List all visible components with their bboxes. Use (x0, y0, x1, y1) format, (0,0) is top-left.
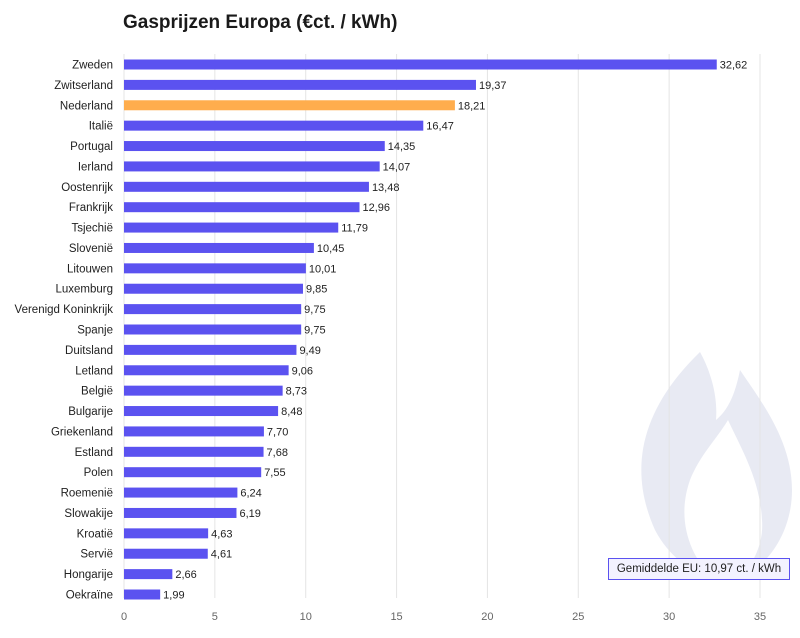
value-label: 32,62 (720, 60, 748, 72)
value-label: 11,79 (341, 223, 368, 235)
value-label: 4,61 (211, 549, 232, 561)
bar-hongarije (124, 569, 173, 580)
bar-bulgarije (124, 406, 279, 417)
value-label: 9,75 (304, 304, 325, 316)
value-label: 10,01 (309, 263, 337, 275)
category-label: Kroatië (77, 528, 113, 540)
category-label: Polen (84, 467, 113, 479)
value-label: 9,49 (299, 345, 320, 357)
category-label: Servië (80, 549, 113, 561)
category-label: Hongarije (64, 569, 113, 581)
value-label: 7,70 (267, 426, 288, 438)
bar-portugal (124, 141, 385, 152)
bar-oostenrijk (124, 181, 369, 192)
value-label: 12,96 (363, 202, 391, 214)
value-label: 6,24 (240, 488, 261, 500)
bar-servië (124, 548, 208, 559)
bar-litouwen (124, 263, 306, 274)
value-label: 13,48 (372, 182, 400, 194)
bar-verenigd-koninkrijk (124, 304, 302, 315)
bar-zweden (124, 59, 717, 70)
bar-slowakije (124, 507, 237, 518)
category-label: Griekenland (51, 426, 113, 438)
category-label: Italië (89, 121, 113, 133)
bar-slovenië (124, 242, 314, 253)
x-tick-label: 15 (390, 611, 402, 623)
bar-belgië (124, 385, 283, 396)
category-label: België (81, 386, 113, 398)
bar-ierland (124, 161, 380, 172)
bar-oekraïne (124, 589, 161, 600)
chart-title: Gasprijzen Europa (€ct. / kWh) (123, 12, 398, 33)
value-label: 9,85 (306, 284, 327, 296)
category-label: Frankrijk (69, 202, 113, 214)
value-label: 18,21 (458, 100, 486, 112)
category-label: Slowakije (64, 508, 113, 520)
category-label: Tsjechië (71, 223, 113, 235)
value-label: 6,19 (239, 508, 260, 520)
category-label: Bulgarije (68, 406, 113, 418)
value-label: 19,37 (479, 80, 507, 92)
x-tick-label: 25 (572, 611, 584, 623)
x-tick-label: 35 (754, 611, 766, 623)
value-label: 7,68 (267, 447, 288, 459)
value-label: 14,07 (383, 161, 411, 173)
category-label: Letland (75, 365, 113, 377)
bar-italië (124, 120, 424, 131)
category-label: Ierland (78, 161, 113, 173)
bar-estland (124, 446, 264, 457)
bars (124, 59, 717, 600)
category-label: Zweden (72, 60, 113, 72)
bar-duitsland (124, 344, 297, 355)
category-label: Estland (75, 447, 113, 459)
category-label: Luxemburg (55, 284, 113, 296)
bar-griekenland (124, 426, 264, 437)
category-label: Duitsland (65, 345, 113, 357)
x-axis: 0 5 10 15 20 25 30 35 (121, 611, 766, 623)
value-label: 8,73 (286, 386, 307, 398)
x-tick-label: 5 (212, 611, 218, 623)
labels: Zweden 32,62 Zwitserland 19,37 Nederland 18,2… (15, 60, 748, 602)
value-label: 2,66 (175, 569, 196, 581)
bar-polen (124, 467, 262, 478)
category-label: Roemenië (61, 488, 113, 500)
value-label: 9,06 (292, 365, 313, 377)
value-label: 8,48 (281, 406, 302, 418)
bar-frankrijk (124, 202, 360, 213)
eu-average-annotation: Gemiddelde EU: 10,97 ct. / kWh (608, 558, 790, 580)
category-label: Nederland (60, 100, 113, 112)
value-label: 9,75 (304, 325, 325, 337)
x-tick-label: 30 (663, 611, 675, 623)
bar-spanje (124, 324, 302, 335)
x-tick-label: 20 (481, 611, 493, 623)
category-label: Slovenië (69, 243, 113, 255)
bar-luxemburg (124, 283, 303, 294)
bar-roemenië (124, 487, 238, 498)
category-label: Litouwen (67, 263, 113, 275)
flame-icon (641, 352, 792, 578)
value-label: 7,55 (264, 467, 285, 479)
x-tick-label: 10 (300, 611, 312, 623)
bar-nederland (124, 100, 455, 111)
category-label: Oekraïne (66, 590, 113, 602)
category-label: Spanje (77, 325, 113, 337)
category-label: Zwitserland (54, 80, 113, 92)
value-label: 4,63 (211, 528, 232, 540)
x-tick-label: 0 (121, 611, 127, 623)
value-label: 14,35 (388, 141, 416, 153)
value-label: 10,45 (317, 243, 345, 255)
value-label: 16,47 (426, 121, 454, 133)
bar-kroatië (124, 528, 209, 539)
category-label: Verenigd Koninkrijk (15, 304, 114, 316)
category-label: Oostenrijk (61, 182, 113, 194)
bar-letland (124, 365, 289, 376)
bar-zwitserland (124, 79, 476, 90)
category-label: Portugal (70, 141, 113, 153)
value-label: 1,99 (163, 590, 184, 602)
bar-tsjechië (124, 222, 339, 233)
